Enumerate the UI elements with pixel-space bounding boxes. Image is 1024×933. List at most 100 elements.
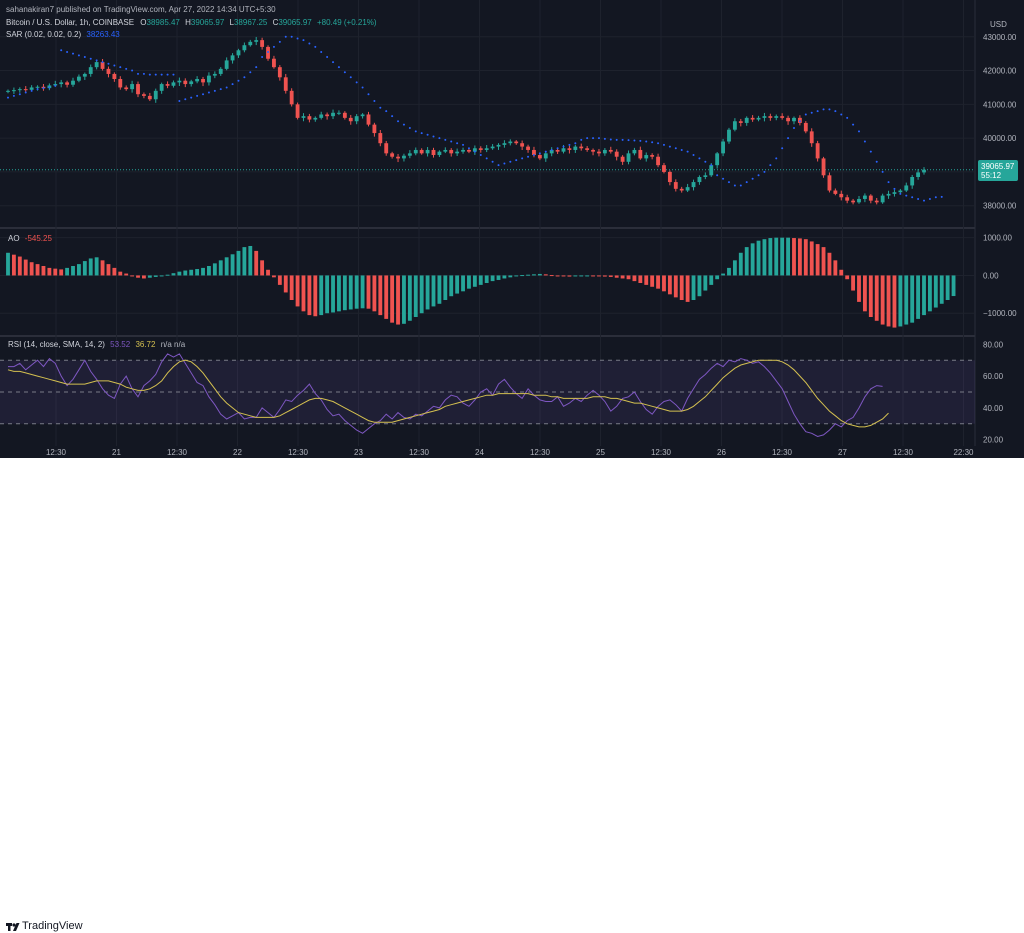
sar-dot <box>739 184 742 187</box>
sar-dot <box>119 66 122 69</box>
candle-body <box>319 114 324 118</box>
sar-dot <box>456 142 459 145</box>
candle-body <box>11 90 16 92</box>
sar-dot <box>213 89 216 92</box>
ao-bar <box>301 275 306 312</box>
candle-body <box>342 112 347 118</box>
candle-body <box>348 117 353 122</box>
sar-dot <box>521 157 524 160</box>
rsi-tick-label: 60.00 <box>983 372 1004 381</box>
candle-body <box>390 153 395 157</box>
candle-body <box>549 149 554 154</box>
sar-dot <box>60 49 63 52</box>
sar-dot <box>509 160 512 163</box>
ao-bar <box>602 275 607 277</box>
candle-body <box>88 67 93 74</box>
sar-dot <box>137 72 140 75</box>
ao-bar <box>851 275 856 291</box>
ao-bar <box>774 237 779 276</box>
candle-body <box>272 58 276 68</box>
sar-dot <box>101 61 104 64</box>
candle-body <box>419 149 424 154</box>
time-tick-label: 21 <box>112 448 121 457</box>
ao-bar <box>449 275 454 297</box>
ao-bar <box>585 275 590 277</box>
sar-dot <box>923 199 925 202</box>
ao-bar <box>218 260 223 276</box>
candle-body <box>443 149 448 152</box>
candle-body <box>248 41 253 46</box>
candle-body <box>620 156 625 162</box>
candle-body <box>555 149 560 152</box>
sar-dot <box>95 59 98 62</box>
ao-bar <box>508 275 513 278</box>
ao-bar <box>266 269 270 276</box>
ao-bar <box>786 237 790 276</box>
ao-bar <box>342 275 347 311</box>
ao-bar <box>413 275 418 317</box>
ao-bar <box>130 275 135 277</box>
ao-bar <box>839 269 844 276</box>
ao-bar <box>307 275 312 316</box>
ao-bar <box>715 275 720 280</box>
ao-bar <box>567 275 572 277</box>
sar-dot <box>580 138 583 141</box>
candle-body <box>183 80 188 85</box>
sar-dot <box>680 148 683 151</box>
sar-dot <box>237 79 240 82</box>
ao-bar <box>76 264 81 276</box>
candle-body <box>904 185 909 191</box>
ao-bar <box>803 239 808 276</box>
ao-bar <box>892 275 897 328</box>
candle-body <box>632 149 637 154</box>
sar-dot <box>296 37 299 40</box>
sar-dot <box>320 50 323 53</box>
candle-body <box>17 89 22 91</box>
ao-bar <box>703 275 708 291</box>
sar-dot <box>202 93 205 96</box>
ao-bar <box>6 252 10 276</box>
ao-bar <box>425 275 430 310</box>
ao-bar <box>248 245 253 276</box>
sar-dot <box>745 181 748 184</box>
sar-dot <box>556 147 559 150</box>
sar-dot <box>621 138 624 141</box>
candle-body <box>898 190 903 193</box>
sar-dot <box>30 89 33 92</box>
sar-dot <box>249 71 252 74</box>
tradingview-brand[interactable]: TradingView <box>22 920 83 932</box>
sar-dot <box>432 135 435 138</box>
candle-body <box>35 86 40 88</box>
ao-bar <box>933 275 938 308</box>
sar-dot <box>355 81 358 84</box>
time-tick-label: 12:30 <box>167 448 188 457</box>
sar-dot <box>284 35 287 38</box>
ao-bar <box>112 267 117 276</box>
ao-bar <box>543 274 548 276</box>
sar-dot <box>668 145 671 148</box>
candle-body <box>159 84 164 91</box>
sar-dot <box>66 50 69 53</box>
ao-bar <box>147 275 152 278</box>
ao-bar <box>939 275 944 304</box>
rsi-ma-line <box>7 359 889 428</box>
sar-dot <box>190 96 193 99</box>
sar-dot <box>781 147 784 150</box>
candle-body <box>691 182 696 188</box>
sar-dot <box>562 145 565 148</box>
ao-bar <box>17 256 22 276</box>
candle-body <box>242 45 247 51</box>
candle-body <box>496 144 501 147</box>
ao-bar <box>230 254 235 276</box>
ao-bar <box>325 275 330 314</box>
ao-bar <box>732 260 737 276</box>
time-tick-label: 26 <box>717 448 726 457</box>
sar-dot <box>645 140 648 143</box>
candle-body <box>354 116 359 122</box>
sar-dot <box>414 130 417 133</box>
sar-dot <box>24 91 27 94</box>
sar-dot <box>828 108 831 111</box>
ao-bar <box>23 259 28 276</box>
rsi-tick-label: 40.00 <box>983 404 1004 413</box>
